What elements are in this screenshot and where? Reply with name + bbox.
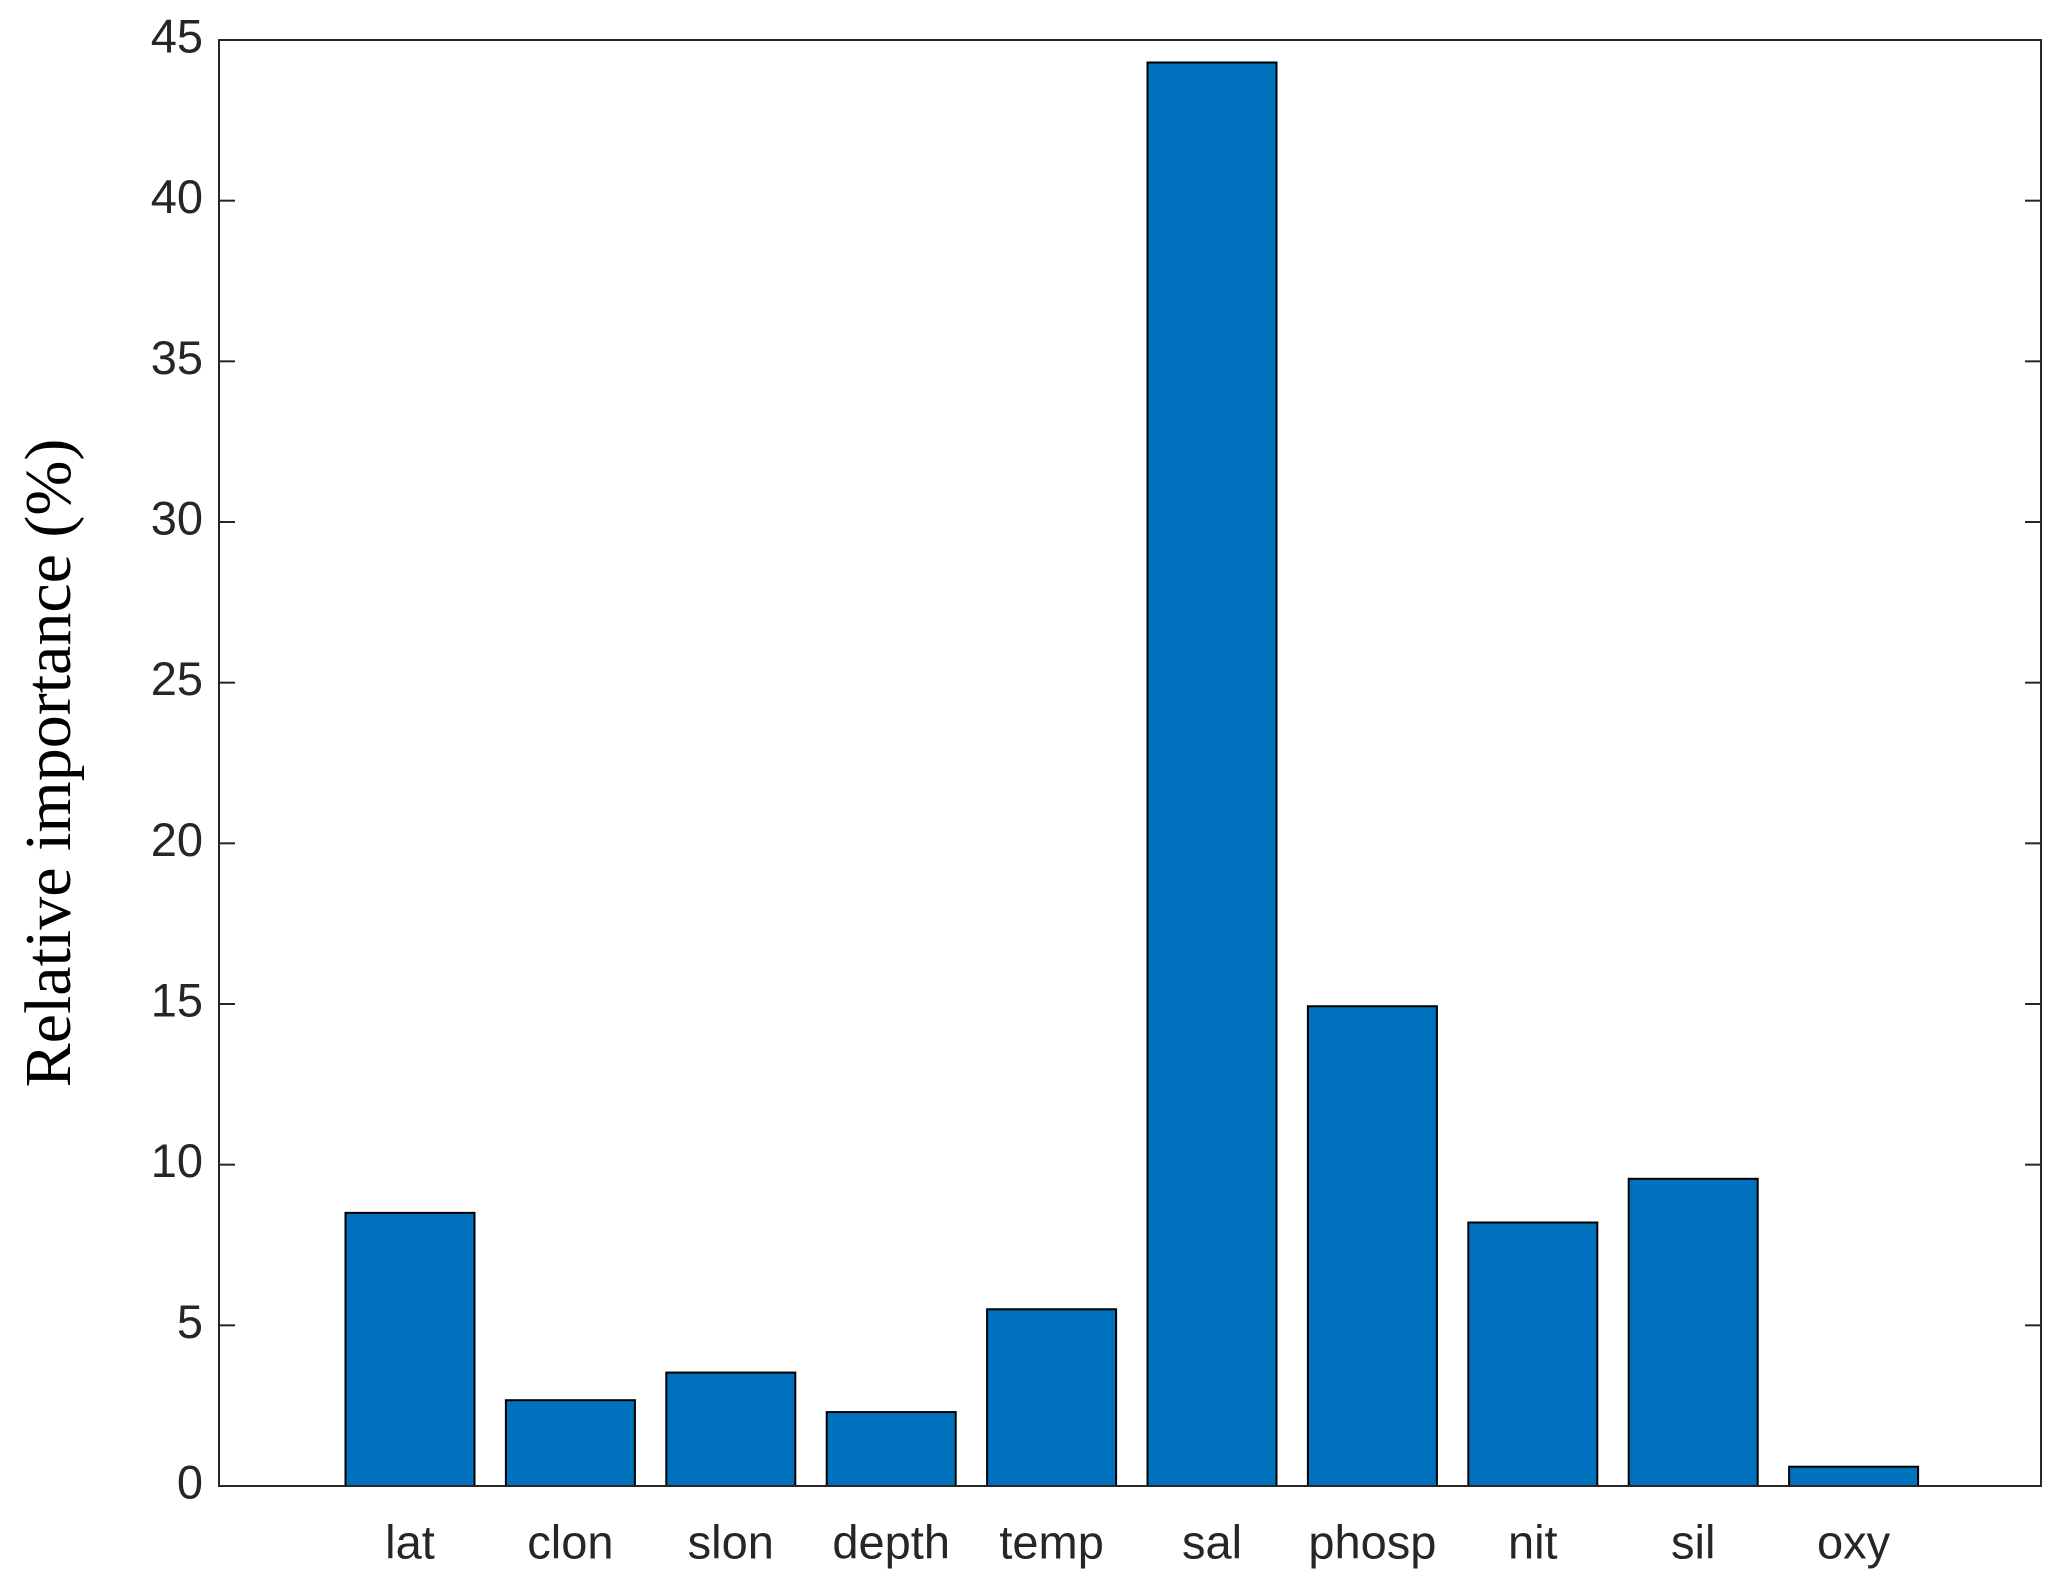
bar xyxy=(504,1399,636,1487)
bar xyxy=(665,1371,797,1487)
y-tick-label: 5 xyxy=(177,1295,203,1348)
x-tick-label: sil xyxy=(1671,1515,1715,1568)
y-tick-label: 10 xyxy=(151,1134,203,1187)
axes-box xyxy=(218,39,2042,1487)
y-tick-label: 15 xyxy=(151,973,203,1026)
x-tick-label: slon xyxy=(688,1515,774,1568)
x-tick-label: nit xyxy=(1508,1515,1558,1568)
x-tick-label: phosp xyxy=(1308,1515,1436,1568)
bar xyxy=(1146,61,1278,1488)
bar xyxy=(825,1411,957,1488)
bar xyxy=(1627,1177,1759,1487)
x-tick-label: clon xyxy=(527,1515,613,1568)
bar xyxy=(986,1308,1118,1488)
y-tick-label: 25 xyxy=(151,652,203,705)
y-tick-label: 20 xyxy=(151,813,203,866)
bar xyxy=(1467,1221,1599,1488)
x-tick-label: depth xyxy=(832,1515,950,1568)
x-tick-label: sal xyxy=(1182,1515,1242,1568)
y-tick-label: 45 xyxy=(151,9,203,62)
x-tick-label: oxy xyxy=(1817,1515,1891,1568)
y-axis-label: Relative importance (%) xyxy=(12,439,85,1088)
y-tick-label: 40 xyxy=(151,170,203,223)
y-tick-label: 35 xyxy=(151,331,203,384)
bar xyxy=(1306,1005,1438,1487)
y-tick-label: 30 xyxy=(151,491,203,544)
bar xyxy=(344,1211,476,1488)
x-tick-label: temp xyxy=(999,1515,1104,1568)
x-tick-label: lat xyxy=(385,1515,435,1568)
y-tick-label: 0 xyxy=(177,1455,203,1508)
bar xyxy=(1788,1465,1920,1487)
